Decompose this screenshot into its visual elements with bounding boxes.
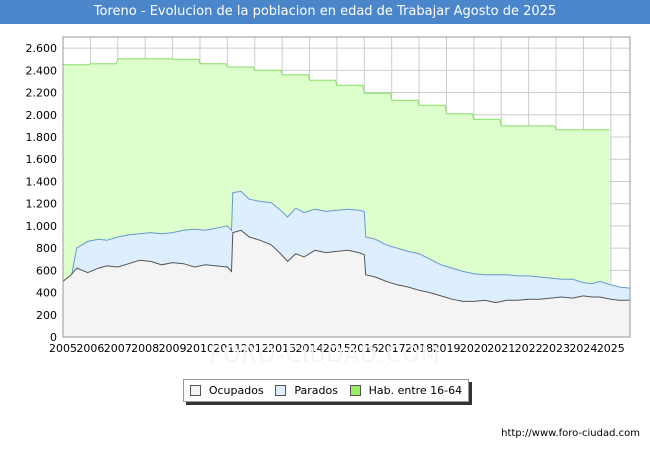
legend-label-parados: Parados bbox=[294, 384, 338, 397]
x-tick-label: 2007 bbox=[104, 342, 132, 355]
x-tick-label: 2021 bbox=[487, 342, 515, 355]
legend-item-parados: Parados bbox=[275, 384, 338, 397]
y-tick-label: 1.600 bbox=[26, 153, 58, 166]
y-tick-label: 2.000 bbox=[26, 109, 58, 122]
y-tick-label: 1.400 bbox=[26, 175, 58, 188]
x-tick-label: 2017 bbox=[378, 342, 406, 355]
x-tick-label: 2023 bbox=[542, 342, 570, 355]
x-tick-label: 2018 bbox=[405, 342, 433, 355]
x-tick-label: 2025 bbox=[597, 342, 625, 355]
x-tick-label: 2005 bbox=[49, 342, 77, 355]
x-tick-label: 2022 bbox=[515, 342, 543, 355]
x-tick-label: 2011 bbox=[213, 342, 241, 355]
x-tick-label: 2009 bbox=[159, 342, 187, 355]
x-tick-label: 2008 bbox=[131, 342, 159, 355]
y-tick-label: 800 bbox=[36, 242, 57, 255]
chart-title: Toreno - Evolucion de la poblacion en ed… bbox=[0, 0, 650, 24]
y-tick-label: 2.400 bbox=[26, 64, 58, 77]
y-tick-label: 0 bbox=[50, 331, 57, 344]
y-tick-label: 2.600 bbox=[26, 42, 58, 55]
y-tick-label: 400 bbox=[36, 287, 57, 300]
x-tick-label: 2020 bbox=[460, 342, 488, 355]
legend-swatch-ocupados bbox=[189, 385, 201, 396]
legend-swatch-hab-16-64 bbox=[349, 385, 361, 396]
x-tick-label: 2014 bbox=[296, 342, 324, 355]
x-tick-label: 2019 bbox=[432, 342, 460, 355]
line-ocupados bbox=[62, 229, 630, 304]
legend: Ocupados Parados Hab. entre 16-64 bbox=[183, 379, 469, 402]
x-tick-label: 2013 bbox=[268, 342, 296, 355]
legend-item-hab-16-64: Hab. entre 16-64 bbox=[349, 384, 463, 397]
legend-label-hab-16-64: Hab. entre 16-64 bbox=[368, 384, 463, 397]
y-tick-label: 1.200 bbox=[26, 198, 58, 211]
y-tick-label: 1.800 bbox=[26, 131, 58, 144]
y-tick-label: 200 bbox=[36, 309, 57, 322]
y-tick-label: 1.000 bbox=[26, 220, 58, 233]
x-tick-label: 2015 bbox=[323, 342, 351, 355]
y-tick-label: 600 bbox=[36, 264, 57, 277]
legend-item-ocupados: Ocupados bbox=[189, 384, 264, 397]
area-ocupados bbox=[63, 230, 630, 337]
x-tick-label: 2024 bbox=[569, 342, 597, 355]
x-tick-label: 2006 bbox=[76, 342, 104, 355]
x-tick-label: 2012 bbox=[241, 342, 269, 355]
line-hab-entre-16-64 bbox=[63, 58, 610, 131]
y-tick-label: 2.200 bbox=[26, 87, 58, 100]
plot-frame bbox=[62, 36, 631, 338]
source-link[interactable]: http://www.foro-ciudad.com bbox=[501, 428, 640, 439]
line-parados bbox=[62, 190, 631, 289]
legend-swatch-parados bbox=[275, 385, 287, 396]
legend-label-ocupados: Ocupados bbox=[208, 384, 264, 397]
x-tick-label: 2016 bbox=[350, 342, 378, 355]
watermark-text: FORO-CIUDAD.COM bbox=[209, 343, 441, 368]
x-tick-label: 2010 bbox=[186, 342, 214, 355]
